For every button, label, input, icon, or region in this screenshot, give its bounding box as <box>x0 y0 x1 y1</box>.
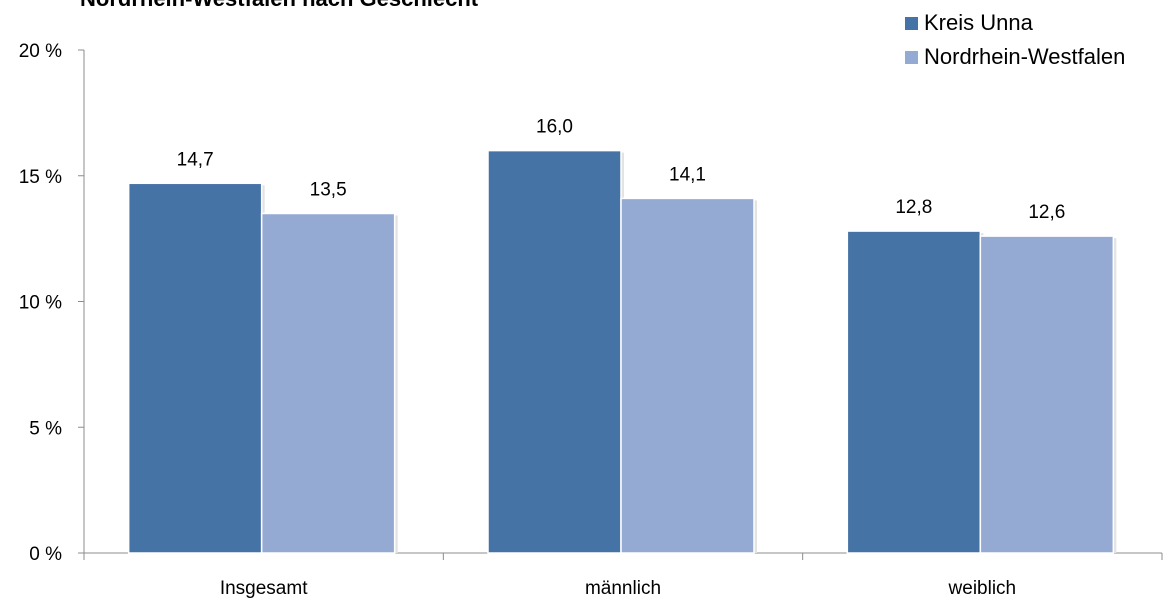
legend-swatch-nordrhein-westfalen <box>905 50 918 64</box>
y-tick-label: 15 % <box>19 167 62 188</box>
data-label: 12,6 <box>1028 202 1065 223</box>
legend-label-nordrhein-westfalen: Nordrhein-Westfalen <box>924 44 1126 69</box>
legend: Kreis Unna Nordrhein-Westfalen <box>905 6 1125 74</box>
y-tick-label: 0 % <box>29 544 62 565</box>
legend-swatch-kreis-unna <box>905 16 918 30</box>
bar <box>127 182 263 554</box>
bar <box>620 197 755 554</box>
chart-title: Nordrhein-Westfalen nach Geschlecht <box>80 0 478 12</box>
data-label: 13,5 <box>310 179 347 200</box>
bar <box>846 230 982 554</box>
bar <box>487 149 622 554</box>
data-label: 16,0 <box>536 117 573 138</box>
data-label: 14,7 <box>177 149 214 170</box>
legend-label-kreis-unna: Kreis Unna <box>924 10 1033 35</box>
bar <box>260 212 396 554</box>
data-label: 14,1 <box>669 164 706 185</box>
x-tick-label: männlich <box>585 578 661 599</box>
y-tick-label: 10 % <box>19 293 62 314</box>
x-tick-label: Insgesamt <box>220 578 308 599</box>
y-tick-label: 20 % <box>19 41 62 62</box>
legend-item-kreis-unna: Kreis Unna <box>905 6 1125 40</box>
legend-item-nordrhein-westfalen: Nordrhein-Westfalen <box>905 40 1125 74</box>
x-tick-label: weiblich <box>948 578 1017 599</box>
bar <box>979 235 1115 554</box>
y-tick-label: 5 % <box>29 418 62 439</box>
data-label: 12,8 <box>895 197 932 218</box>
